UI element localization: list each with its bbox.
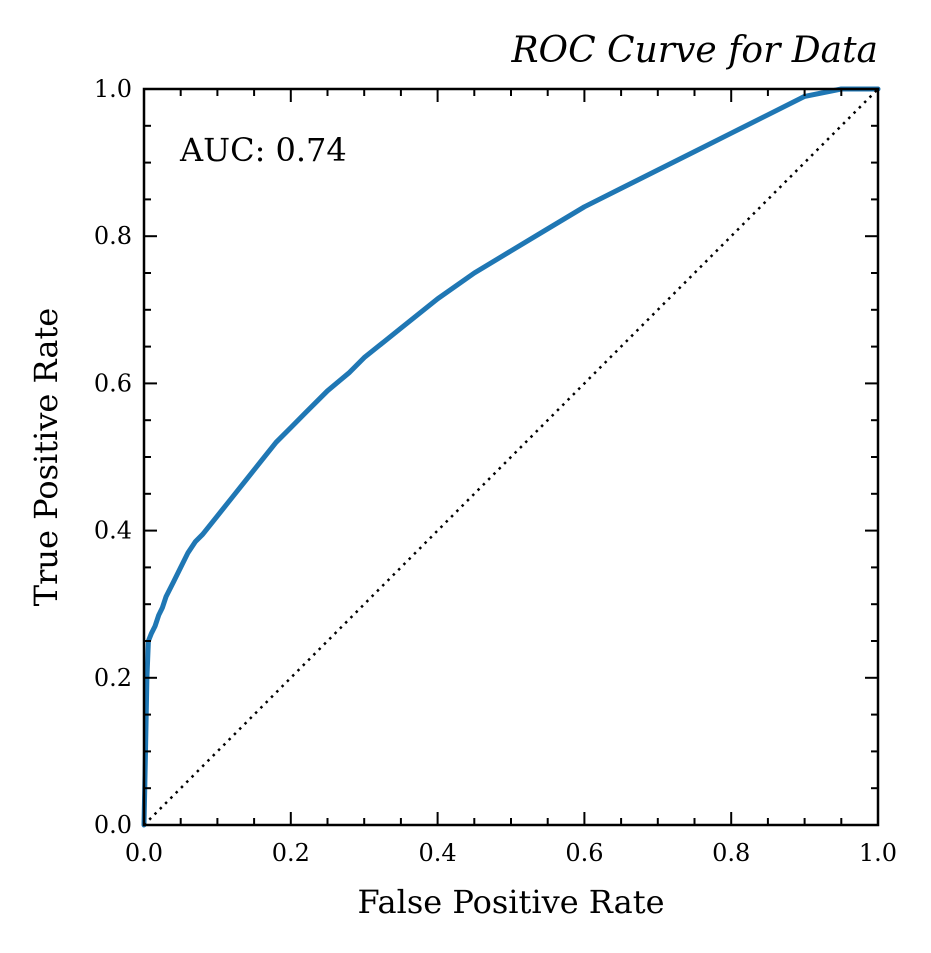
chance-diagonal-line [143,88,879,826]
y-tick-label: 0.2 [94,664,132,692]
plot-curves [141,86,881,828]
x-tick-label: 1.0 [859,839,897,867]
y-axis-label: True Positive Rate [27,308,65,607]
axis-ticks: 0.0 0.2 0.4 0.6 0.8 1.0 0.0 0.2 0.4 0.6 0.8 1.0 [94,75,897,867]
y-tick-label: 0.0 [94,811,132,839]
x-tick-label: 0.6 [565,839,603,867]
roc-curve-line [141,86,881,828]
auc-annotation: AUC: 0.74 [179,131,347,169]
y-tick-label: 0.8 [94,222,132,250]
x-tick-label: 0.4 [419,839,457,867]
x-tick-label: 0.2 [272,839,310,867]
y-tick-label: 0.6 [94,369,132,397]
chart-title: ROC Curve for Data [510,30,878,71]
x-axis-label: False Positive Rate [357,883,664,921]
y-tick-label: 0.4 [94,517,132,545]
x-tick-label: 0.0 [125,839,163,867]
y-tick-label: 1.0 [94,75,132,103]
x-tick-label: 0.8 [712,839,750,867]
